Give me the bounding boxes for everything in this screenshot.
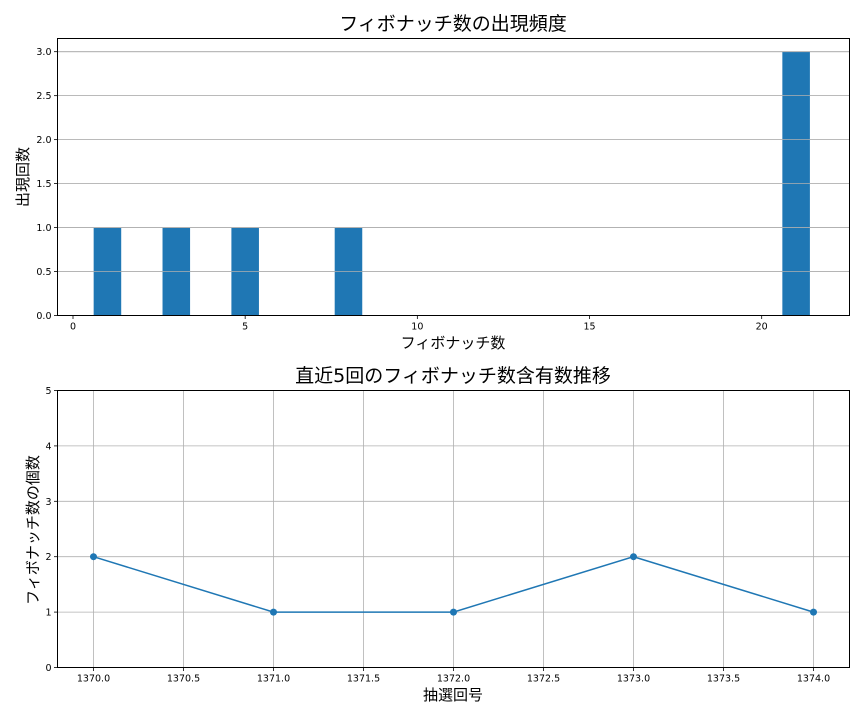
bar-chart-y-ticks: 0.0 0.5 1.0 1.5 2.0 2.5 3.0 bbox=[36, 47, 58, 322]
y-tick-label: 5 bbox=[45, 386, 51, 397]
x-tick-label: 1372.5 bbox=[527, 674, 560, 685]
x-tick-label: 1374.0 bbox=[797, 674, 830, 685]
y-tick-label: 3.0 bbox=[36, 47, 51, 58]
bar-chart-title: フィボナッチ数の出現頻度 bbox=[339, 13, 567, 35]
x-tick-label: 1372.0 bbox=[437, 674, 470, 685]
data-point-marker bbox=[810, 608, 817, 616]
data-point-marker bbox=[90, 553, 97, 561]
line-chart-y-axis-label: フィボナッチ数の個数 bbox=[24, 455, 42, 605]
x-tick-label: 1371.0 bbox=[257, 674, 290, 685]
y-tick-label: 1.0 bbox=[36, 223, 51, 234]
line-chart-x-ticks: 1370.0 1370.5 1371.0 1371.5 1372.0 1372.5 1373… bbox=[77, 667, 830, 685]
x-tick-label: 10 bbox=[411, 322, 423, 333]
line-chart-gridlines bbox=[57, 390, 850, 668]
line-chart-y-ticks: 0 1 2 3 4 5 bbox=[45, 386, 58, 674]
y-tick-label: 2 bbox=[45, 552, 51, 563]
x-tick-label: 1370.5 bbox=[167, 674, 200, 685]
line-chart-x-axis-label: 抽選回号 bbox=[423, 686, 483, 704]
x-tick-label: 1373.5 bbox=[707, 674, 740, 685]
x-tick-label: 15 bbox=[583, 322, 595, 333]
y-tick-label: 2.0 bbox=[36, 135, 51, 146]
y-tick-label: 3 bbox=[45, 497, 51, 508]
line-chart-title: 直近5回のフィボナッチ数含有数推移 bbox=[295, 365, 611, 387]
y-tick-label: 4 bbox=[45, 441, 51, 452]
data-point-marker bbox=[270, 608, 277, 616]
line-chart: 直近5回のフィボナッチ数含有数推移 1370.0 1370.5 1371.0 1371… bbox=[24, 365, 850, 704]
y-tick-label: 1.5 bbox=[36, 179, 51, 190]
x-tick-label: 0 bbox=[70, 322, 76, 333]
y-tick-label: 0.0 bbox=[36, 311, 51, 322]
y-tick-label: 0 bbox=[45, 663, 51, 674]
data-point-marker bbox=[450, 608, 457, 616]
bar-chart-y-axis-label: 出現回数 bbox=[14, 147, 32, 207]
x-tick-label: 5 bbox=[242, 322, 248, 333]
x-tick-label: 1373.0 bbox=[617, 674, 650, 685]
y-tick-label: 0.5 bbox=[36, 267, 51, 278]
data-point-marker bbox=[630, 553, 637, 561]
bar-chart-frame bbox=[57, 38, 850, 316]
x-tick-label: 20 bbox=[756, 322, 768, 333]
x-tick-label: 1370.0 bbox=[77, 674, 110, 685]
bar-chart: フィボナッチ数の出現頻度 0 5 10 15 20 0.0 0.5 1.0 1.5 2.0 2.5… bbox=[14, 13, 850, 352]
y-tick-label: 2.5 bbox=[36, 91, 51, 102]
bar-chart-x-ticks: 0 5 10 15 20 bbox=[70, 315, 768, 333]
y-tick-label: 1 bbox=[45, 608, 51, 619]
x-tick-label: 1371.5 bbox=[347, 674, 380, 685]
bar-chart-x-axis-label: フィボナッチ数 bbox=[401, 334, 506, 352]
line-chart-series bbox=[90, 553, 817, 616]
